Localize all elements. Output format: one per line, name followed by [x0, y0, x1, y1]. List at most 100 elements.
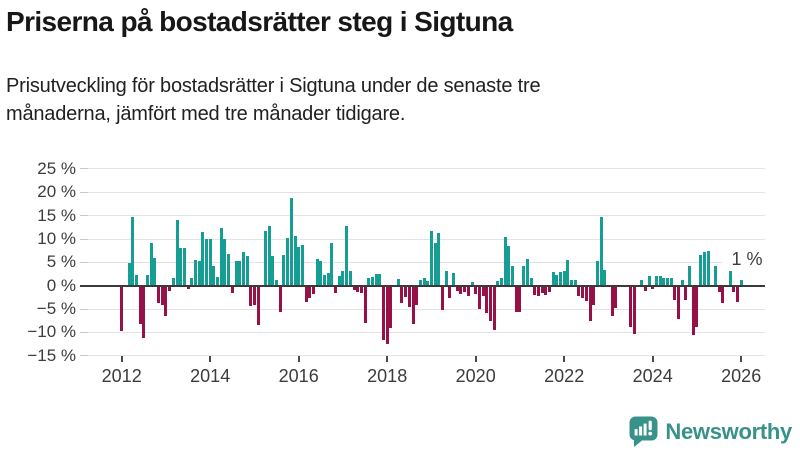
bar	[160, 286, 164, 305]
bar	[389, 286, 393, 329]
bar	[223, 238, 227, 285]
bar	[197, 261, 201, 285]
y-axis-label: 20 %	[37, 182, 76, 202]
bar	[304, 286, 308, 302]
bar	[311, 286, 315, 294]
bar	[127, 263, 131, 285]
bar	[544, 286, 548, 296]
bar	[717, 286, 721, 292]
bar	[120, 286, 124, 332]
bar	[448, 286, 452, 298]
bar	[477, 286, 481, 309]
bar	[540, 286, 544, 294]
grid-line	[88, 238, 765, 240]
bar	[308, 286, 312, 298]
subtitle-line-1: Prisutveckling för bostadsrätter i Sigtu…	[6, 75, 541, 97]
bar	[577, 286, 581, 297]
bar	[584, 286, 588, 301]
bar	[688, 266, 692, 285]
bar	[278, 286, 282, 312]
bar	[511, 266, 515, 285]
bar	[168, 286, 172, 292]
bar	[706, 250, 710, 285]
bar	[363, 286, 367, 323]
bar	[249, 286, 253, 306]
bar	[654, 276, 658, 285]
bar	[234, 260, 238, 285]
bar	[695, 286, 699, 328]
bar	[370, 277, 374, 285]
bar	[647, 276, 651, 285]
bar	[684, 286, 688, 301]
bar	[326, 273, 330, 285]
bar	[470, 281, 474, 285]
bar	[437, 232, 441, 285]
bar	[481, 286, 485, 297]
y-axis-tick	[80, 191, 88, 193]
bar	[691, 286, 695, 336]
bar	[547, 286, 551, 292]
bar	[488, 286, 492, 321]
bar	[669, 277, 673, 285]
bar	[466, 286, 470, 297]
bar	[400, 286, 404, 303]
x-axis-label: 2026	[721, 366, 762, 386]
bar	[245, 256, 249, 285]
x-axis-tick	[563, 356, 566, 362]
grid-line	[88, 168, 765, 170]
bar	[230, 286, 234, 294]
y-axis-tick	[80, 238, 88, 240]
bar	[153, 258, 157, 285]
bar	[496, 281, 500, 285]
bar	[275, 279, 279, 285]
bar	[581, 286, 585, 298]
bar	[640, 279, 644, 285]
bar	[367, 278, 371, 285]
bar	[732, 286, 736, 292]
bar	[267, 226, 271, 285]
bar	[134, 275, 138, 285]
bar	[201, 232, 205, 285]
bar	[522, 265, 526, 285]
bar	[702, 252, 706, 285]
bar	[595, 261, 599, 285]
x-axis-label: 2022	[544, 366, 585, 386]
bar	[131, 216, 135, 285]
bar	[721, 286, 725, 303]
bar	[337, 275, 341, 285]
bar	[238, 260, 242, 285]
bar	[348, 271, 352, 285]
x-axis-label: 2014	[190, 366, 231, 386]
bar	[736, 286, 739, 302]
x-axis-label: 2020	[455, 366, 496, 386]
bar	[441, 286, 444, 311]
grid-line	[88, 355, 765, 357]
grid-line	[88, 308, 765, 310]
grid-line	[88, 331, 765, 333]
bar	[651, 286, 655, 290]
bar	[610, 286, 614, 316]
bar	[643, 286, 647, 292]
y-axis-label: 25 %	[37, 158, 76, 178]
bar	[286, 238, 290, 285]
bar	[142, 286, 146, 339]
y-axis-tick	[80, 284, 88, 287]
bar	[533, 286, 537, 296]
bar	[551, 272, 555, 285]
page-title: Priserna på bostadsrätter steg i Sigtuna	[6, 6, 513, 37]
bar	[629, 286, 633, 327]
bar	[507, 246, 511, 285]
bar	[208, 238, 212, 285]
bar	[374, 273, 378, 285]
bar	[459, 286, 463, 295]
zero-line	[88, 284, 765, 287]
bar	[264, 230, 267, 285]
bar	[677, 286, 680, 319]
bar	[356, 286, 360, 292]
bar-chart: 25 % 20 % 15 % 10 % 5 % 0 % −5 % −10 % −15 % 2012…	[27, 158, 765, 386]
y-axis-label: −5 %	[36, 299, 76, 319]
bar	[518, 286, 522, 312]
y-axis-label: 15 %	[37, 205, 76, 225]
bar	[190, 277, 194, 285]
y-axis-tick	[80, 215, 88, 217]
